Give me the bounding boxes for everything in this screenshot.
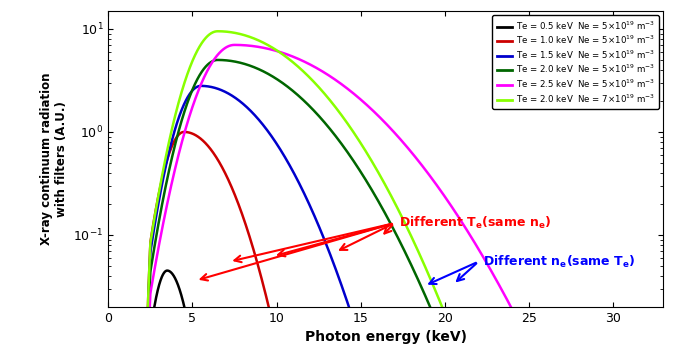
X-axis label: Photon energy (keV): Photon energy (keV) — [305, 330, 467, 344]
Legend: Te = 0.5 keV  Ne = 5$\times$10$^{19}$ m$^{-3}$, Te = 1.0 keV  Ne = 5$\times$10$^: Te = 0.5 keV Ne = 5$\times$10$^{19}$ m$^… — [492, 15, 659, 109]
Y-axis label: X-ray continuum radiation
with filters (A.U.): X-ray continuum radiation with filters (… — [40, 73, 68, 245]
Text: Different $\mathbf{n_e}$(same $\mathbf{T_e}$): Different $\mathbf{n_e}$(same $\mathbf{T… — [483, 253, 636, 270]
Text: Different $\mathbf{T_e}$(same $\mathbf{n_e}$): Different $\mathbf{T_e}$(same $\mathbf{n… — [399, 215, 552, 231]
